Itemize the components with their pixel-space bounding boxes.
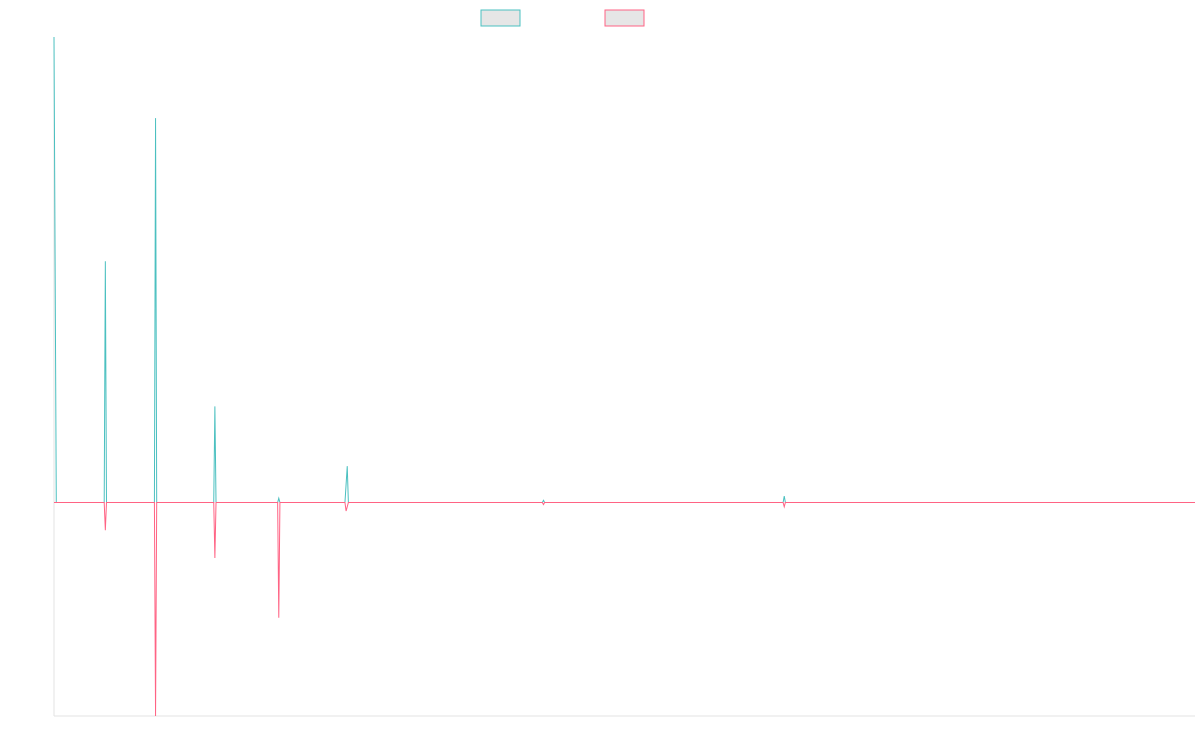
series-line-1: [53, 36, 1195, 503]
legend-swatch-1[interactable]: [480, 9, 521, 27]
legend-swatch-2[interactable]: [604, 9, 645, 27]
series-line-2: [54, 501, 1195, 717]
